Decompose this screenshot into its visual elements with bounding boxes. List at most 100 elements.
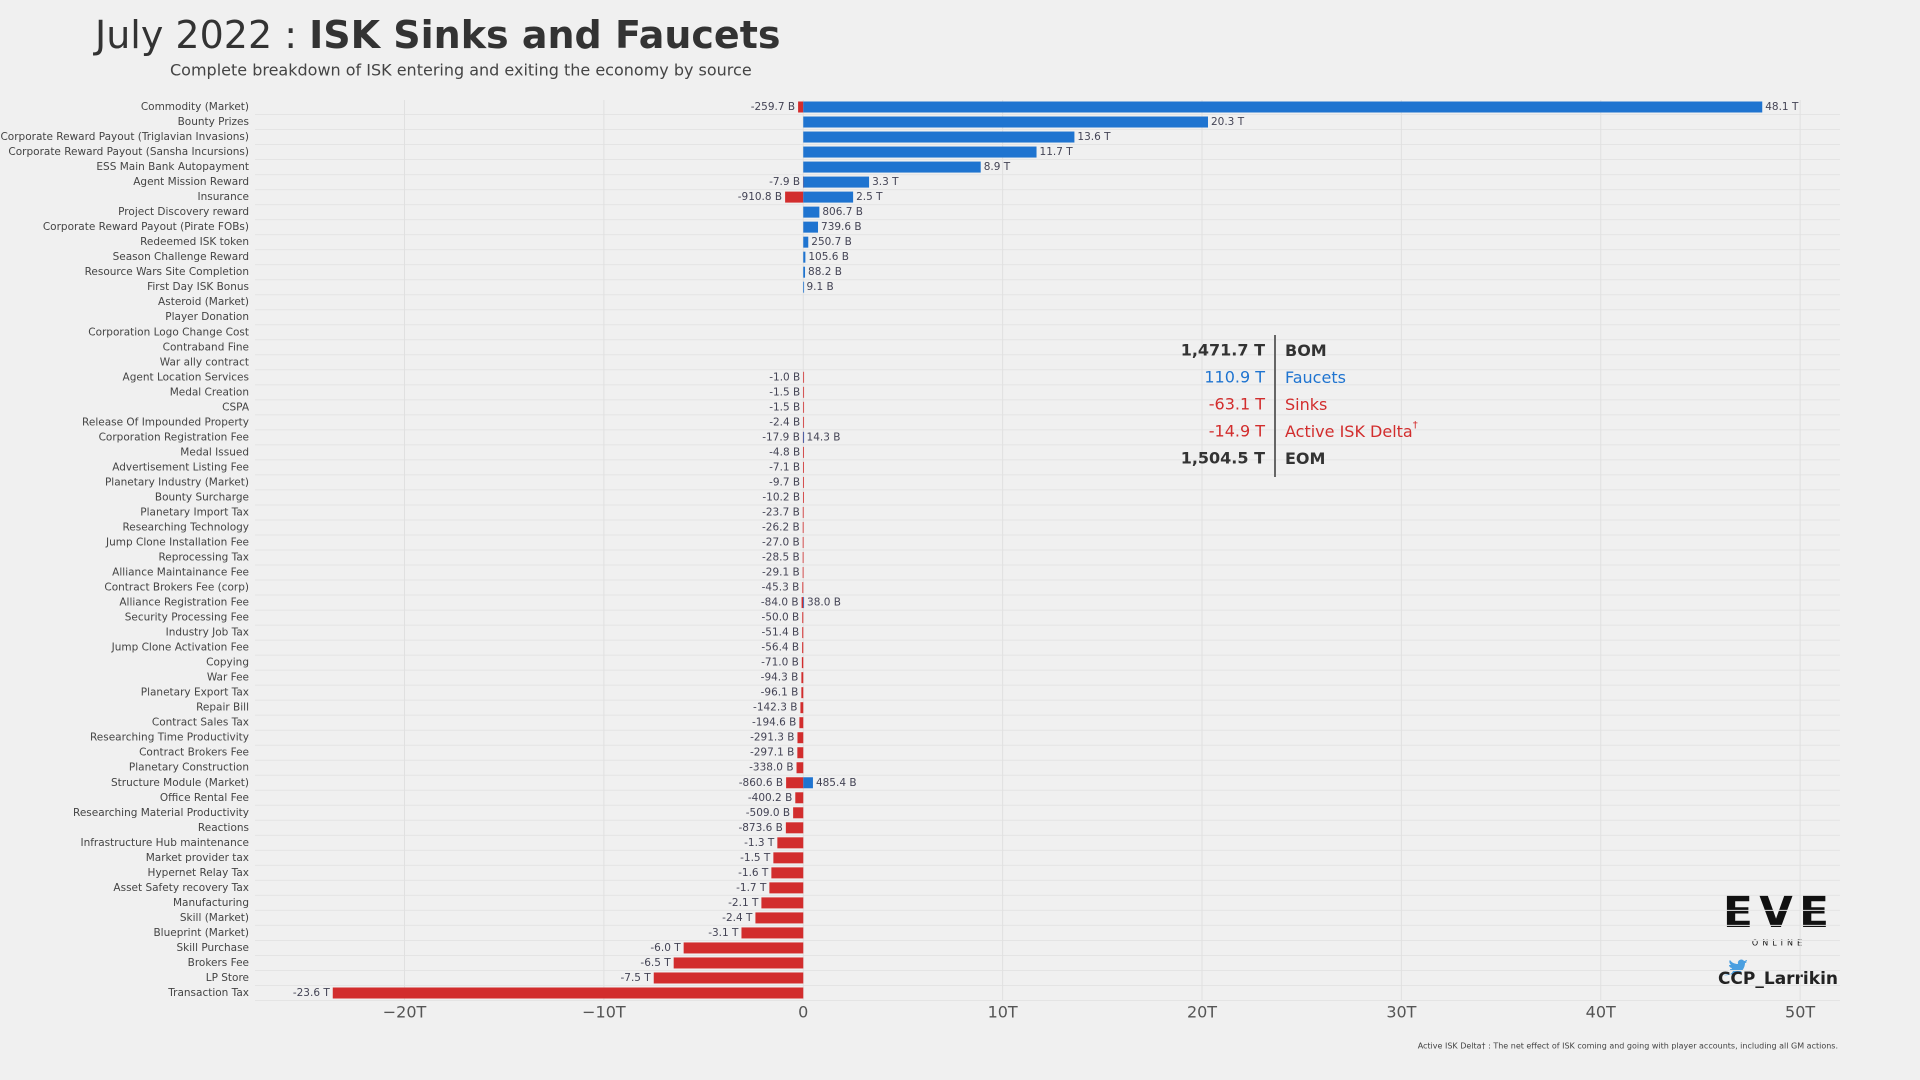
category-label: Corporate Reward Payout (Sansha Incursio… — [8, 146, 249, 158]
category-label: Redeemed ISK token — [140, 236, 249, 248]
category-label: Corporate Reward Payout (Pirate FOBs) — [43, 221, 249, 233]
value-label: -23.7 B — [762, 506, 800, 518]
logo-sub: ONLINE — [1752, 939, 1806, 948]
summary-value: 110.9 T — [1204, 368, 1265, 387]
value-label: -1.3 T — [744, 837, 775, 849]
bar — [801, 672, 804, 684]
value-label: 3.3 T — [872, 176, 899, 188]
value-label: -291.3 B — [750, 732, 794, 744]
category-label: Contraband Fine — [163, 341, 249, 353]
bar — [803, 236, 809, 248]
bar — [683, 942, 804, 954]
summary-label-mark: † — [1413, 420, 1418, 431]
category-label: Contract Brokers Fee — [139, 747, 249, 759]
value-label: 485.4 B — [816, 777, 857, 789]
value-label: -1.5 T — [740, 852, 771, 864]
value-label: 2.5 T — [856, 191, 883, 203]
category-label: War Fee — [207, 672, 249, 684]
value-label: 9.1 B — [806, 281, 833, 293]
category-label: Bounty Surcharge — [155, 491, 249, 503]
value-label: -9.7 B — [769, 476, 800, 488]
value-label: -910.8 B — [738, 191, 782, 203]
x-tick-label: 10T — [988, 1003, 1018, 1022]
x-tick-label: 50T — [1785, 1003, 1815, 1022]
bar — [803, 251, 806, 263]
value-label: -29.1 B — [762, 567, 800, 579]
bar — [799, 717, 804, 729]
summary-label-text: EOM — [1285, 449, 1325, 468]
category-label: Corporation Registration Fee — [99, 431, 249, 443]
x-tick-label: 30T — [1386, 1003, 1416, 1022]
value-label: 806.7 B — [822, 206, 863, 218]
value-label: -400.2 B — [748, 792, 792, 804]
category-label: Agent Mission Reward — [133, 176, 249, 188]
value-label: -338.0 B — [749, 762, 793, 774]
bar — [673, 957, 804, 969]
value-label: -1.5 B — [769, 401, 800, 413]
bar — [803, 597, 805, 609]
value-label: -4.8 B — [769, 446, 800, 458]
category-label: Structure Module (Market) — [111, 777, 249, 789]
value-label: -509.0 B — [746, 807, 790, 819]
bar — [803, 191, 854, 203]
subtitle: Complete breakdown of ISK entering and e… — [170, 61, 752, 80]
bar — [803, 401, 805, 413]
category-label: Resource Wars Site Completion — [85, 266, 249, 278]
bar — [803, 371, 805, 383]
category-label: Bounty Prizes — [178, 116, 249, 128]
category-label: Planetary Import Tax — [140, 506, 249, 518]
value-label: -1.6 T — [738, 867, 769, 879]
twitter-icon — [1724, 959, 1747, 976]
value-label: -26.2 B — [762, 521, 800, 533]
value-label: -1.7 T — [736, 882, 767, 894]
bar — [802, 521, 804, 533]
value-label: -23.6 T — [293, 987, 331, 999]
value-label: -860.6 B — [739, 777, 783, 789]
value-label: -142.3 B — [753, 702, 797, 714]
footnote: Active ISK Delta† : The net effect of IS… — [1418, 1042, 1838, 1051]
summary-label-text: Active ISK Delta — [1285, 422, 1413, 441]
value-label: -7.5 T — [620, 972, 651, 984]
value-label: -45.3 B — [762, 582, 800, 594]
bar — [803, 176, 870, 188]
bar — [802, 582, 804, 594]
category-label: Agent Location Services — [123, 371, 249, 383]
category-label: Release Of Impounded Property — [82, 416, 249, 428]
value-label: -51.4 B — [762, 627, 800, 639]
value-label: 11.7 T — [1040, 146, 1074, 158]
category-label: Contract Brokers Fee (corp) — [104, 582, 249, 594]
bar — [802, 567, 804, 579]
value-label: -10.2 B — [762, 491, 800, 503]
category-label: LP Store — [206, 972, 249, 984]
bar — [802, 627, 804, 639]
bar — [802, 552, 804, 564]
bar — [786, 777, 804, 789]
category-label: Medal Issued — [180, 446, 249, 458]
category-label: Medal Creation — [170, 386, 249, 398]
bar — [797, 732, 804, 744]
category-label: Reactions — [198, 822, 249, 834]
value-label: -297.1 B — [750, 747, 794, 759]
bar — [803, 416, 805, 428]
category-label: Jump Clone Activation Fee — [111, 642, 249, 654]
value-label: -194.6 B — [752, 717, 796, 729]
bar — [332, 987, 804, 999]
value-label: -7.1 B — [769, 461, 800, 473]
summary-value: 1,504.5 T — [1181, 449, 1265, 468]
category-label: Planetary Industry (Market) — [105, 476, 249, 488]
category-label: ESS Main Bank Autopayment — [96, 161, 249, 173]
bar — [802, 612, 804, 624]
value-label: 38.0 B — [807, 597, 841, 609]
bar — [802, 642, 804, 654]
x-tick-label: 40T — [1586, 1003, 1616, 1022]
value-label: -873.6 B — [738, 822, 782, 834]
category-label: Market provider tax — [146, 852, 249, 864]
bar — [795, 792, 804, 804]
value-label: -94.3 B — [761, 672, 799, 684]
bar — [797, 747, 804, 759]
summary-label: Sinks — [1285, 395, 1327, 414]
bar — [800, 702, 804, 714]
summary-value: -14.9 T — [1209, 422, 1265, 441]
value-label: -28.5 B — [762, 552, 800, 564]
